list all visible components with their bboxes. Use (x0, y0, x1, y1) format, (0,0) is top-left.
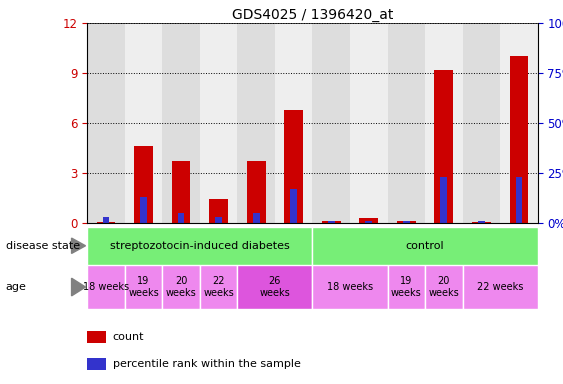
Bar (253, 213, 260, 223)
Text: 19
weeks: 19 weeks (128, 276, 159, 298)
Bar (162, 265, 200, 309)
Bar (125, 23, 162, 223)
Bar (162, 23, 200, 223)
Bar (440, 177, 447, 223)
Text: 18 weeks: 18 weeks (327, 282, 373, 292)
Bar (238, 265, 312, 309)
Bar (97, 222, 115, 223)
Bar (387, 23, 425, 223)
Bar (312, 227, 538, 265)
Text: 22 weeks: 22 weeks (477, 282, 524, 292)
Bar (200, 23, 238, 223)
Bar (87, 331, 106, 343)
Text: count: count (113, 332, 144, 342)
Bar (365, 221, 372, 223)
Text: 20
weeks: 20 weeks (428, 276, 459, 298)
Bar (322, 221, 341, 223)
Text: streptozotocin-induced diabetes: streptozotocin-induced diabetes (110, 241, 290, 251)
Bar (463, 265, 538, 309)
Bar (209, 199, 228, 223)
Bar (350, 23, 387, 223)
Text: age: age (6, 282, 26, 292)
Bar (275, 23, 312, 223)
Bar (312, 265, 387, 309)
Bar (312, 23, 350, 223)
Bar (134, 146, 153, 223)
Polygon shape (72, 238, 86, 253)
Bar (87, 23, 125, 223)
Bar (500, 23, 538, 223)
Title: GDS4025 / 1396420_at: GDS4025 / 1396420_at (232, 8, 393, 22)
Bar (403, 221, 410, 223)
Bar (215, 217, 222, 223)
Bar (510, 56, 528, 223)
Bar (87, 358, 106, 370)
Text: percentile rank within the sample: percentile rank within the sample (113, 359, 301, 369)
Bar (387, 265, 425, 309)
Text: 19
weeks: 19 weeks (391, 276, 422, 298)
Bar (397, 221, 415, 223)
Bar (238, 23, 275, 223)
Text: 22
weeks: 22 weeks (203, 276, 234, 298)
Bar (87, 265, 125, 309)
Bar (178, 213, 185, 223)
Bar (425, 265, 463, 309)
Bar (478, 221, 485, 223)
Bar (291, 189, 297, 223)
Bar (125, 265, 162, 309)
Bar (516, 177, 522, 223)
Polygon shape (72, 278, 86, 296)
Bar (425, 23, 463, 223)
Bar (463, 23, 500, 223)
Bar (328, 221, 334, 223)
Bar (435, 70, 453, 223)
Text: 18 weeks: 18 weeks (83, 282, 129, 292)
Text: 26
weeks: 26 weeks (260, 276, 291, 298)
Text: control: control (406, 241, 444, 251)
Bar (284, 109, 303, 223)
Text: 20
weeks: 20 weeks (166, 276, 196, 298)
Bar (200, 265, 238, 309)
Bar (247, 161, 266, 223)
Bar (140, 197, 147, 223)
Text: disease state: disease state (6, 241, 80, 251)
Bar (87, 227, 312, 265)
Bar (172, 161, 190, 223)
Bar (359, 218, 378, 223)
Bar (472, 222, 491, 223)
Bar (102, 217, 109, 223)
